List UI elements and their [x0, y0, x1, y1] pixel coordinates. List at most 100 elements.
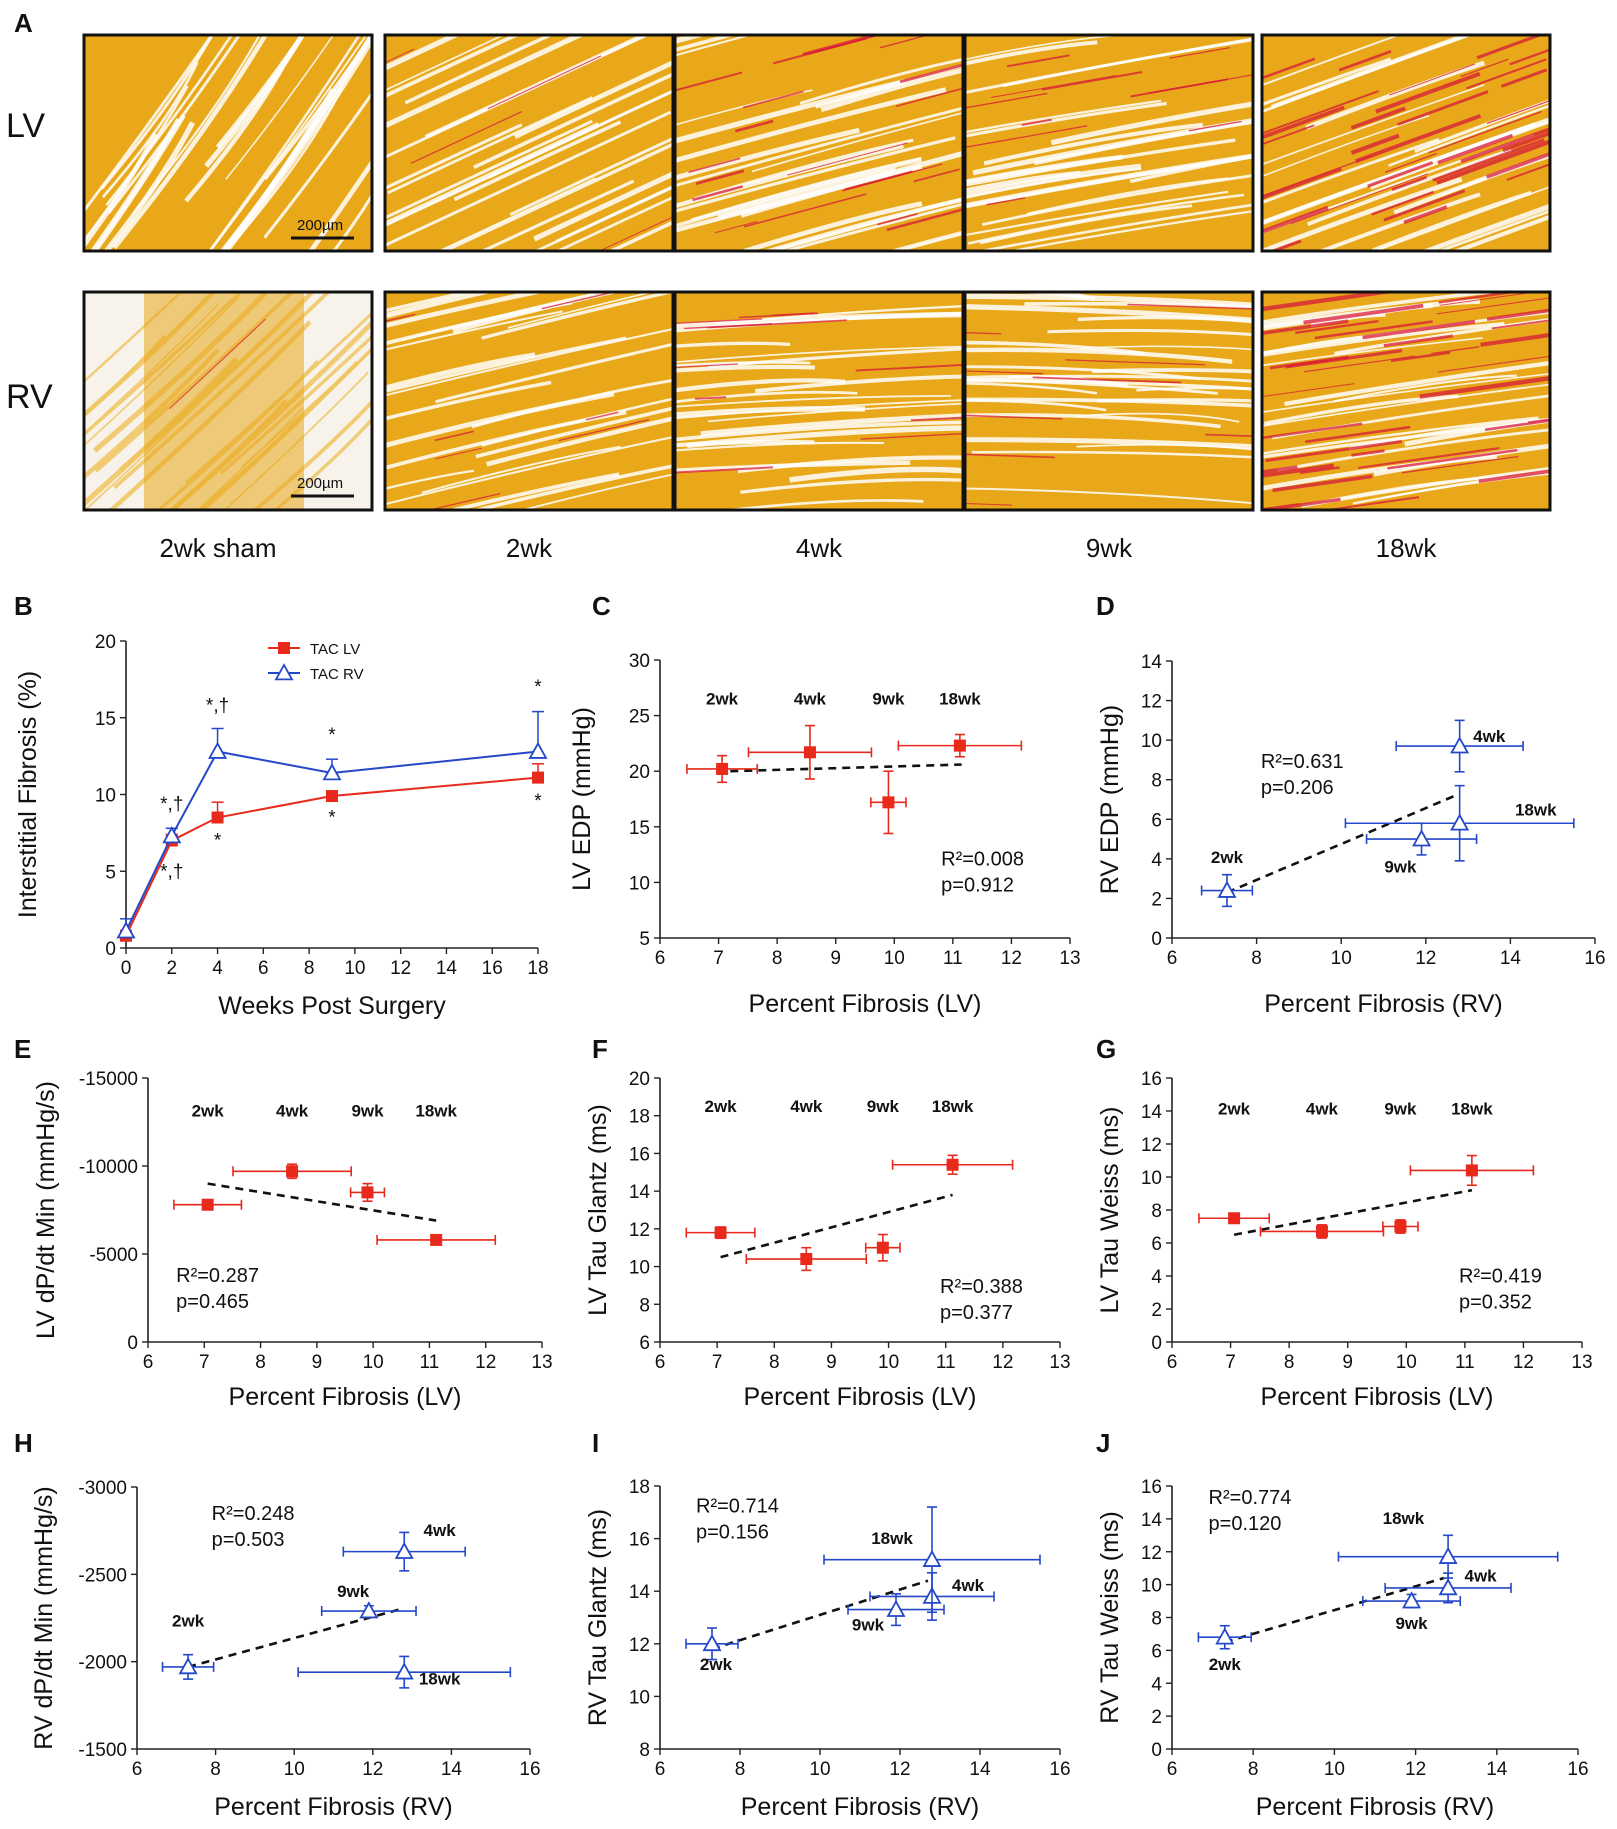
fibrosis-streak: [1262, 57, 1316, 80]
y-tick-label: 10: [1141, 731, 1162, 752]
image-frame: [673, 33, 965, 253]
fibre-gap: [965, 293, 1253, 308]
y-tick-label: 6: [1151, 810, 1162, 831]
y-tick-label: 5: [105, 862, 116, 883]
fibre-gap: [675, 394, 952, 408]
significance-mark: *: [534, 677, 542, 698]
fibre-gap: [331, 192, 372, 251]
group-label: 2wk: [700, 1655, 733, 1674]
fibrosis-streak: [1358, 447, 1500, 469]
y-tick-label: -1500: [78, 1740, 127, 1761]
x-tick-label: 6: [655, 1759, 666, 1780]
fibre-gap: [209, 35, 368, 251]
data-point: [394, 1662, 414, 1680]
fibre-gap: [385, 119, 593, 220]
fibrosis-streak: [965, 92, 1048, 109]
y-tick-label: 12: [1141, 1135, 1162, 1156]
fibre-gap: [385, 436, 673, 506]
fibre-gap: [737, 455, 963, 474]
fibre-gap: [385, 310, 563, 351]
image-frame: [82, 290, 374, 512]
fibre-gap: [965, 156, 1123, 185]
x-tick-label: 6: [655, 948, 666, 969]
data-point: [922, 1549, 942, 1567]
y-tick-label: 30: [629, 651, 650, 672]
trend-line: [720, 1193, 953, 1259]
y-tick-label: 10: [629, 873, 650, 894]
fibrosis-streak: [742, 90, 804, 109]
fibre-gap: [675, 87, 947, 164]
fibrosis-streak: [896, 87, 963, 108]
fibre-gap: [675, 143, 904, 209]
x-tick-label: 16: [1049, 1759, 1070, 1780]
x-tick-label: 9: [312, 1352, 323, 1373]
histology-image-rv-3: [965, 292, 1253, 510]
fibre-gap: [107, 35, 242, 215]
x-tick-label: 6: [132, 1759, 143, 1780]
fibrosis-streak: [1338, 50, 1392, 72]
scale-bar-label-lv: 200µm: [297, 217, 343, 234]
group-label: 9wk: [337, 1582, 370, 1601]
fibrosis-streak: [1032, 376, 1182, 384]
panel-label-g: G: [1096, 1034, 1116, 1064]
group-label: 2wk: [1211, 848, 1244, 867]
fibre-gap: [675, 378, 846, 393]
fibrosis-streak: [1262, 383, 1355, 398]
fibre-gap: [965, 38, 1253, 95]
x-tick-label: 8: [304, 958, 315, 979]
fibre-gap: [965, 397, 1253, 408]
fibre-gap: [92, 114, 186, 251]
x-tick-label: 6: [1167, 1759, 1178, 1780]
group-label: 2wk: [705, 1097, 738, 1116]
fibre-gap: [1026, 177, 1229, 216]
y-tick-label: 8: [639, 1740, 650, 1761]
fibrosis-streak: [1272, 474, 1373, 493]
fibre-gap: [555, 184, 673, 243]
chart-c: C 6 7 8 9 10 11 12 13 5 10 15 20 25 30 Percent Fibrosis…: [568, 591, 1081, 1018]
fibrosis-streak: [1431, 346, 1480, 355]
group-label: 2wk: [1209, 1655, 1242, 1674]
fibre-gap: [453, 120, 622, 202]
stats-r-squared: R²=0.287: [176, 1265, 259, 1287]
fibre-gap: [1262, 137, 1440, 205]
y-axis-label: LV Tau Glantz (ms): [584, 1104, 612, 1316]
x-tick-label: 8: [210, 1759, 221, 1780]
fibre-gap: [799, 57, 963, 105]
fibrosis-streak: [1262, 292, 1392, 312]
fibre-gap: [1262, 424, 1510, 459]
y-tick-label: -10000: [79, 1157, 138, 1178]
y-tick-label: 2: [1151, 889, 1162, 910]
fibre-gap: [965, 163, 1142, 199]
panel-label-f: F: [592, 1034, 608, 1064]
fibre-gap: [691, 156, 922, 222]
data-point: [359, 1601, 379, 1619]
x-tick-label: 16: [482, 958, 503, 979]
y-tick-label: 6: [1151, 1234, 1162, 1255]
histology-image-lv-4: [1262, 35, 1550, 251]
fibrosis-streak: [1205, 433, 1253, 437]
group-label: 9wk: [351, 1102, 384, 1121]
fibre-gap: [965, 437, 1253, 450]
x-tick-label: 12: [992, 1352, 1013, 1373]
fibre-gap: [967, 193, 1245, 245]
x-tick-label: 13: [1571, 1352, 1592, 1373]
fibre-gap: [222, 35, 372, 251]
fibre-gap: [675, 360, 811, 368]
fibre-gap: [1262, 383, 1550, 427]
group-label: 2wk: [1218, 1099, 1251, 1118]
fibre-gap: [675, 311, 963, 333]
x-tick-label: 7: [713, 948, 724, 969]
data-point: [211, 811, 224, 824]
x-tick-label: 13: [531, 1352, 552, 1373]
fibre-gap: [1262, 321, 1505, 357]
fibre-gap: [84, 132, 158, 250]
fibre-gap: [754, 374, 963, 394]
fibre-gap: [507, 292, 656, 329]
fibre-gap: [1306, 148, 1512, 226]
fibrosis-streak: [1391, 175, 1428, 192]
x-tick-label: 9: [830, 948, 841, 969]
fibre-gap: [1316, 192, 1481, 251]
fibre-gap: [385, 35, 461, 71]
data-point: [1215, 1627, 1235, 1645]
fibre-gap: [1435, 209, 1550, 251]
